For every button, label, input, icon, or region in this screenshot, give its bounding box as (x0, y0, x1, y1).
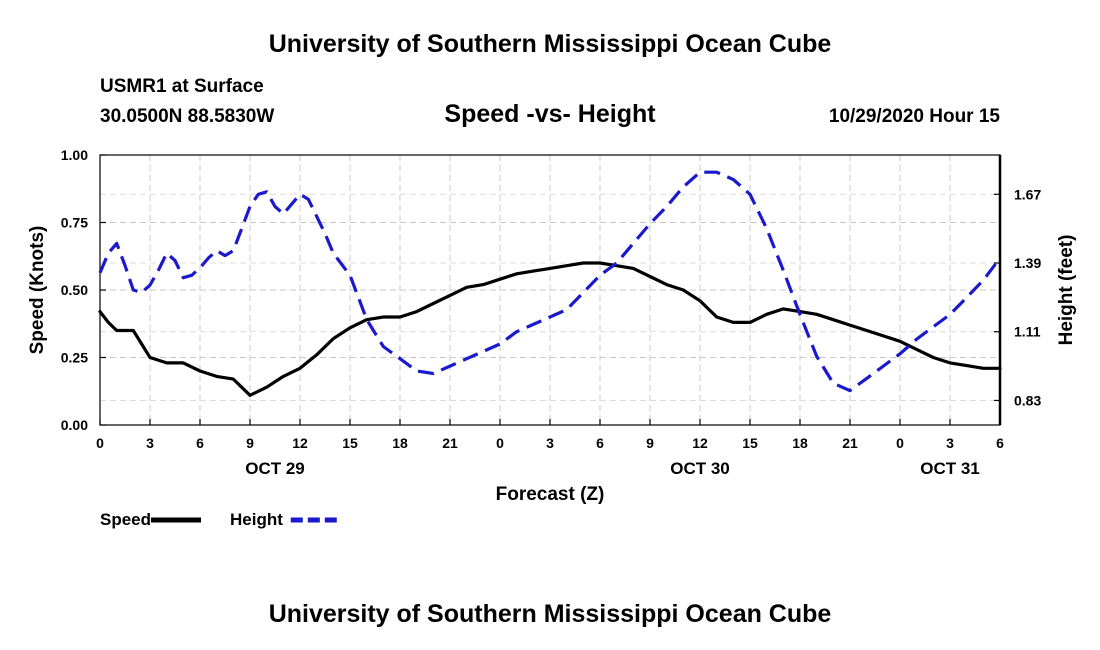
x-tick-label: 21 (442, 435, 458, 451)
date-label: OCT 31 (920, 459, 980, 478)
chart-title: Speed -vs- Height (444, 100, 656, 128)
x-tick-label: 18 (792, 435, 808, 451)
y-axis-label: Speed (Knots) (27, 226, 48, 355)
date-label: OCT 30 (670, 459, 730, 478)
x-axis-label: Forecast (Z) (496, 484, 605, 505)
x-tick-label: 18 (392, 435, 408, 451)
x-tick-label: 0 (496, 435, 504, 451)
x-tick-label: 9 (246, 435, 254, 451)
x-tick-label: 0 (96, 435, 104, 451)
y-tick-label: 0.00 (61, 417, 88, 433)
legend-label-height: Height (230, 510, 283, 529)
legend: Speed Height (100, 510, 341, 529)
y2-tick-label: 1.39 (1014, 255, 1041, 271)
page-title: University of Southern Mississippi Ocean… (268, 30, 832, 58)
height-series-line (98, 170, 1002, 393)
speed-series-line (98, 261, 1002, 397)
y2-axis-label: Height (feet) (1056, 235, 1077, 346)
date-hour-label: 10/29/2020 Hour 15 (828, 106, 1000, 127)
y-tick-label: 0.25 (61, 350, 88, 366)
x-tick-label: 15 (742, 435, 758, 451)
y2-tick-label: 0.83 (1014, 392, 1041, 408)
y2-tick-label: 1.11 (1014, 324, 1041, 340)
x-tick-label: 6 (996, 435, 1004, 451)
grid-layer (100, 155, 1000, 425)
x-tick-label: 9 (646, 435, 654, 451)
x-tick-label: 21 (842, 435, 858, 451)
x-tick-label: 15 (342, 435, 358, 451)
axis-layer: 0 3 6 9 12 15 18 21 0 3 6 9 12 15 18 21 0 3 6 OCT 29 OCT 30 O… (61, 147, 1042, 478)
legend-label-speed: Speed (100, 510, 151, 529)
series-layer (98, 170, 1002, 397)
y-tick-label: 0.75 (61, 215, 88, 231)
x-tick-label: 6 (196, 435, 204, 451)
x-tick-label: 3 (546, 435, 554, 451)
y-tick-label: 1.00 (61, 147, 88, 163)
x-tick-label: 3 (146, 435, 154, 451)
x-tick-label: 3 (946, 435, 954, 451)
y-tick-label: 0.50 (61, 282, 88, 298)
footer-title: University of Southern Mississippi Ocean… (268, 600, 832, 628)
date-label: OCT 29 (245, 459, 305, 478)
station-label: USMR1 at Surface (100, 76, 264, 97)
x-tick-label: 0 (896, 435, 904, 451)
x-tick-label: 6 (596, 435, 604, 451)
x-tick-label: 12 (292, 435, 308, 451)
coordinates-label: 30.0500N 88.5830W (100, 106, 275, 127)
x-tick-label: 12 (692, 435, 708, 451)
y2-tick-label: 1.67 (1014, 186, 1041, 202)
